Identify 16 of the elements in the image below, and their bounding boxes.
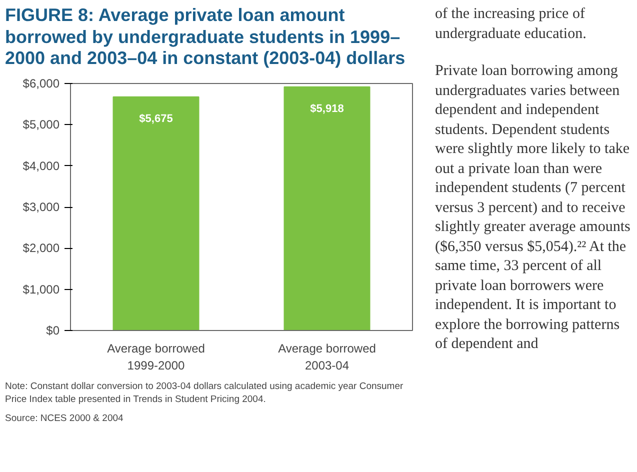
x-tick-label: Average borrowed 2003-04 [278, 341, 376, 372]
x-tick-label: Average borrowed 1999-2000 [107, 341, 205, 372]
data-label: $5,675 [139, 112, 173, 125]
y-tick-label: $3,000 [22, 200, 60, 214]
y-tick-label: $6,000 [22, 76, 60, 90]
data-label: $5,918 [310, 102, 344, 115]
source-note: Source: NCES 2000 & 2004 [5, 412, 124, 426]
y-tick-label: $5,000 [22, 117, 60, 132]
y-tick-label: $2,000 [22, 240, 60, 255]
text: Private loan borrowing among undergraduates varies between dependent and independent students. Dependent students were slightly more likely to take out a private loan than were independent students (7 percent versus 3 percent) and to receive slightly greater average amounts ($6,350 versus $5,054).²² At the same time, 33 percent of all private loan borrowers were independent. It is important to explore the borrowing patterns of dependent and [435, 63, 630, 352]
y-tick-label: $4,000 [22, 158, 60, 173]
y-tick-label: $0 [46, 323, 60, 338]
y-tick-label: $1,000 [22, 282, 60, 296]
text: Note: Constant dollar conversion to 2003-04 dollars calculated using academic year Consumer Price Index table presented in Trends in Student Pricing 2004. [5, 380, 404, 407]
text: of the increasing price of undergraduate education. [435, 5, 588, 44]
chart-title: FIGURE 8: Average private loan amount borrowed by undergraduate students in 1999–2000 and 2003–04 in constant (2003-04) dollars [5, 5, 406, 70]
